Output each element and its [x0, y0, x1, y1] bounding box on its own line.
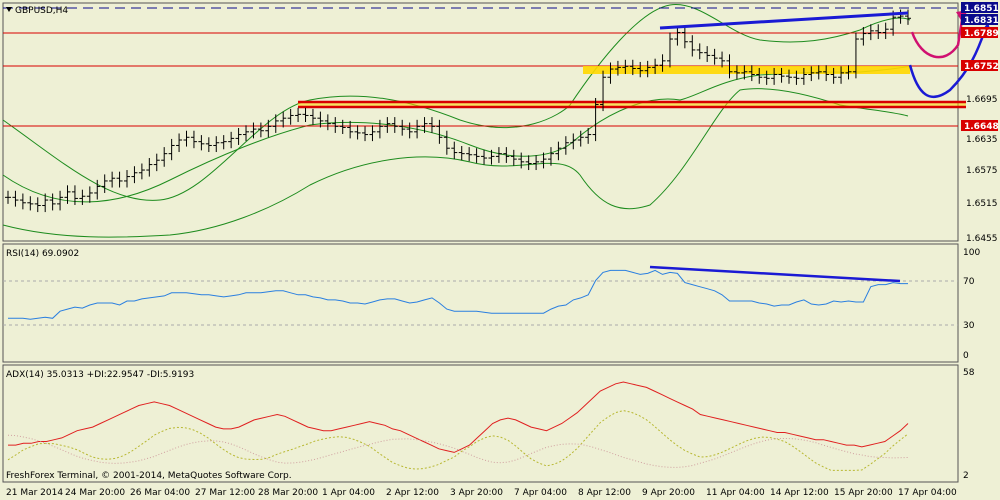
dropdown-triangle-icon [6, 7, 12, 12]
price-tick: 1.6695 [966, 95, 998, 105]
badge-1-6789: 1.6789 [964, 29, 999, 39]
time-axis: 21 Mar 2014 24 Mar 20:00 26 Mar 04:00 27… [6, 488, 957, 498]
time-tick: 2 Apr 12:00 [386, 488, 439, 498]
time-tick: 15 Apr 20:00 [834, 488, 893, 498]
rsi-tick: 0 [963, 351, 969, 361]
price-tick: 1.6635 [966, 135, 998, 145]
rsi-tick: 100 [963, 248, 980, 258]
symbol-title: GBPUSD,H4 [15, 6, 68, 16]
rsi-axis: 100 70 30 0 [963, 248, 980, 361]
badge-1-6831: 1.6831 [964, 16, 999, 26]
rsi-label: RSI(14) 69.0902 [6, 249, 79, 259]
bollinger-upper [2, 4, 911, 201]
badge-1-6648: 1.6648 [964, 122, 999, 132]
badge-bg [961, 120, 998, 131]
time-tick: 3 Apr 20:00 [450, 488, 503, 498]
time-tick: 8 Apr 12:00 [578, 488, 631, 498]
plus-di-series [7, 410, 909, 471]
bollinger-lower [2, 88, 909, 238]
price-axis: 1.6695 1.6635 1.6575 1.6515 1.6455 [966, 95, 998, 244]
adx-axis: 58 2 [963, 368, 975, 481]
time-tick: 11 Apr 04:00 [706, 488, 765, 498]
time-tick: 17 Apr 04:00 [898, 488, 957, 498]
time-tick: 7 Apr 04:00 [514, 488, 567, 498]
adx-label: ADX(14) 35.0313 +DI:22.9547 -DI:5.9193 [6, 370, 194, 380]
bearish-scenario-arrow[interactable] [908, 29, 987, 99]
time-tick: 14 Apr 12:00 [770, 488, 829, 498]
time-tick: 24 Mar 20:00 [65, 488, 125, 498]
price-pane-title: GBPUSD,H4 [6, 6, 68, 16]
price-badges: 1.6851 1.6831 1.6789 1.6752 1.6648 [961, 2, 999, 132]
rsi-tick: 70 [963, 277, 975, 287]
price-pane-frame [2, 2, 959, 242]
rsi-trendline[interactable] [649, 265, 901, 283]
badge-bg [961, 14, 998, 25]
price-tick: 1.6575 [966, 166, 998, 176]
price-tick: 1.6515 [966, 199, 998, 209]
time-tick: 9 Apr 20:00 [642, 488, 695, 498]
bullish-scenario-arrow[interactable] [910, 19, 964, 59]
time-tick: 28 Mar 20:00 [258, 488, 318, 498]
support-zone-yellow [298, 101, 966, 108]
badge-1-6851: 1.6851 [964, 4, 999, 14]
badge-bg [961, 60, 998, 71]
time-tick: 26 Mar 04:00 [130, 488, 190, 498]
price-tick: 1.6455 [966, 234, 998, 244]
time-tick: 21 Mar 2014 [6, 488, 63, 498]
candles-group [5, 9, 911, 213]
adx-tick: 58 [963, 368, 975, 378]
time-tick: 27 Mar 12:00 [195, 488, 255, 498]
adx-tick: 2 [963, 471, 969, 481]
price-trendline[interactable] [659, 11, 909, 30]
adx-series [8, 381, 909, 453]
rsi-tick: 30 [963, 321, 975, 331]
badge-bg [961, 27, 998, 38]
rsi-series [8, 269, 908, 320]
resistance-zone-yellow [583, 66, 910, 74]
badge-bg [961, 2, 998, 13]
minus-di-series [7, 434, 909, 468]
rsi-pane-frame [2, 243, 959, 363]
adx-pane-frame [2, 364, 959, 483]
time-tick: 1 Apr 04:00 [322, 488, 375, 498]
badge-1-6752: 1.6752 [964, 62, 999, 72]
footer-copyright: FreshForex Terminal, © 2001-2014, MetaQu… [6, 471, 292, 481]
